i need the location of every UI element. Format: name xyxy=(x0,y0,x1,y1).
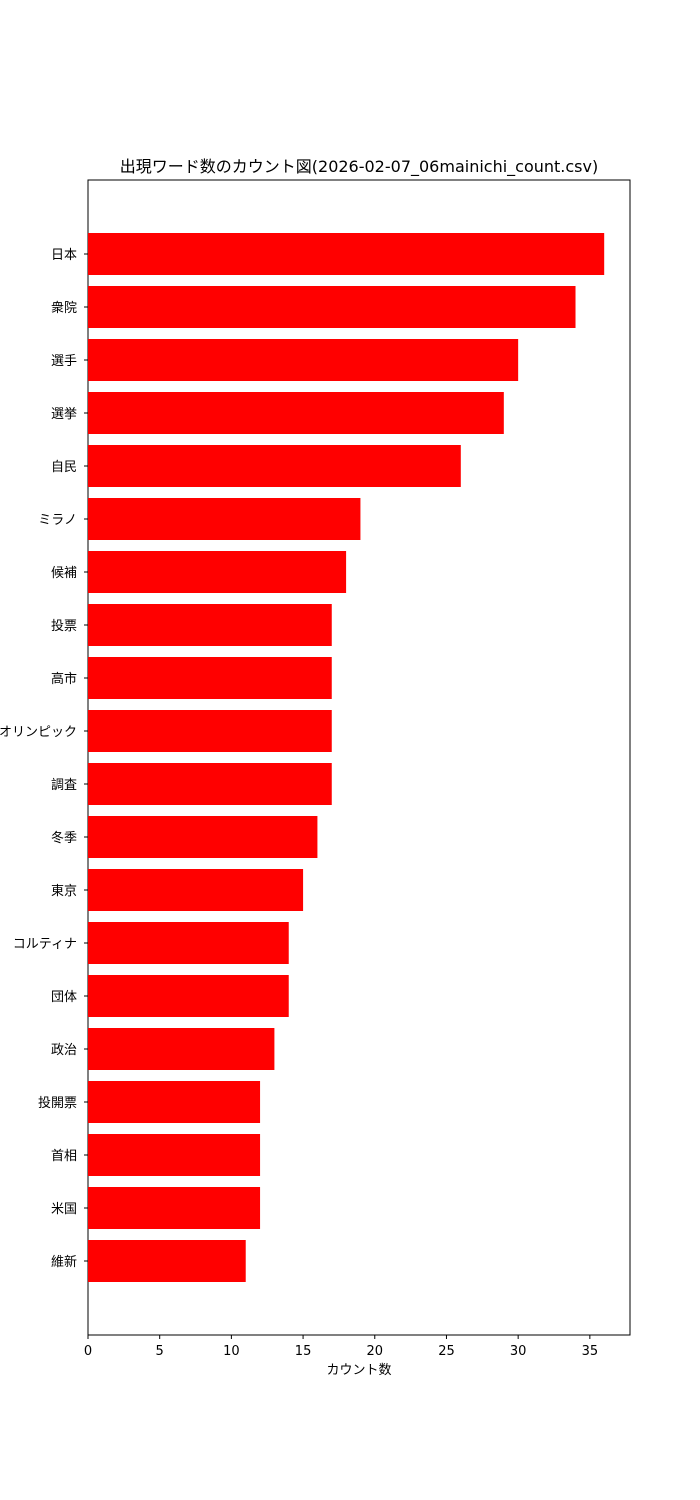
y-tick-label-5: ミラノ xyxy=(38,513,77,528)
bar-0 xyxy=(88,233,605,275)
bar-15 xyxy=(88,1028,275,1070)
chart-title: 出現ワード数のカウント図(2026-02-07_06mainichi_count… xyxy=(120,157,598,177)
bar-10 xyxy=(88,763,332,805)
y-tick-label-15: 政治 xyxy=(51,1043,77,1058)
y-tick-label-17: 首相 xyxy=(51,1149,77,1164)
bar-2 xyxy=(88,339,519,381)
bar-3 xyxy=(88,392,504,434)
y-tick-label-12: 東京 xyxy=(51,883,77,899)
y-tick-label-11: 冬季 xyxy=(51,830,77,846)
y-tick-label-10: 調査 xyxy=(51,778,77,793)
x-tick-label-1: 5 xyxy=(156,1344,164,1359)
x-tick-label-3: 15 xyxy=(295,1344,312,1359)
y-tick-label-2: 選手 xyxy=(51,354,77,369)
bar-18 xyxy=(88,1187,261,1229)
bar-19 xyxy=(88,1240,246,1282)
y-tick-label-13: コルティナ xyxy=(13,937,77,952)
bar-17 xyxy=(88,1134,261,1176)
bar-16 xyxy=(88,1081,261,1123)
bar-14 xyxy=(88,975,289,1017)
x-tick-label-6: 30 xyxy=(510,1344,527,1359)
y-tick-label-16: 投開票 xyxy=(38,1095,77,1111)
y-tick-label-1: 衆院 xyxy=(51,300,77,316)
bar-8 xyxy=(88,657,332,699)
x-tick-label-2: 10 xyxy=(223,1344,240,1359)
plot-frame xyxy=(87,179,631,1336)
y-tick-label-4: 自民 xyxy=(51,460,77,475)
y-tick-label-6: 候補 xyxy=(51,566,77,581)
bar-9 xyxy=(88,710,332,752)
bar-13 xyxy=(88,922,289,964)
bar-6 xyxy=(88,551,347,593)
x-axis-label: カウント数 xyxy=(326,1363,391,1378)
y-tick-label-8: 高市 xyxy=(51,671,77,687)
y-tick-label-7: 投票 xyxy=(51,618,77,634)
x-tick-label-5: 25 xyxy=(438,1344,455,1359)
y-tick-label-19: 維新 xyxy=(51,1254,77,1270)
y-tick-label-0: 日本 xyxy=(51,248,77,263)
y-tick-label-18: 米国 xyxy=(51,1202,77,1217)
bar-5 xyxy=(88,498,361,540)
y-tick-label-9: オリンピック xyxy=(0,725,77,740)
bars-group xyxy=(88,233,605,1282)
bar-11 xyxy=(88,816,318,858)
bar-7 xyxy=(88,604,332,646)
x-tick-label-4: 20 xyxy=(366,1344,383,1359)
bar-12 xyxy=(88,869,304,911)
y-axis-ticks: 日本衆院選手選挙自民ミラノ候補投票高市オリンピック調査冬季東京コルティナ団体政治… xyxy=(0,248,88,1270)
y-tick-label-14: 団体 xyxy=(51,990,77,1005)
bar-4 xyxy=(88,445,461,487)
x-tick-label-0: 0 xyxy=(84,1344,92,1359)
bar-1 xyxy=(88,286,576,328)
x-axis-ticks: 0 5 10 15 20 25 30 35 xyxy=(84,1335,598,1359)
x-tick-label-7: 35 xyxy=(582,1344,599,1359)
y-tick-label-3: 選挙 xyxy=(51,407,77,422)
